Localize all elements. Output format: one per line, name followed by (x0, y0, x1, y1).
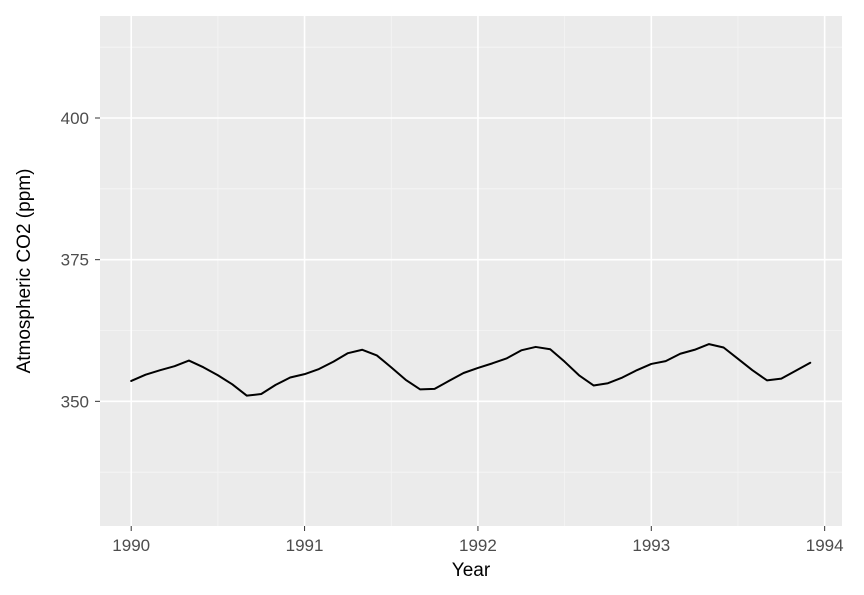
x-axis-ticks (131, 526, 824, 531)
x-tick-label: 1991 (286, 536, 324, 555)
y-tick-label: 400 (61, 109, 89, 128)
plot-panel (100, 16, 842, 526)
y-axis-title: Atmospheric CO2 (ppm) (14, 169, 35, 374)
chart-container: 1990 1991 1992 1993 1994 350 375 400 Year Atmo… (0, 0, 864, 595)
y-tick-label: 375 (61, 251, 89, 270)
x-tick-label: 1992 (459, 536, 497, 555)
x-tick-label: 1990 (112, 536, 150, 555)
y-tick-label: 350 (61, 392, 89, 411)
y-axis-tick-labels: 350 375 400 (61, 109, 89, 411)
y-axis-ticks (95, 118, 100, 401)
x-tick-label: 1994 (806, 536, 844, 555)
x-tick-label: 1993 (632, 536, 670, 555)
x-axis-title: Year (452, 560, 491, 581)
x-axis-tick-labels: 1990 1991 1992 1993 1994 (112, 536, 843, 555)
line-chart: 1990 1991 1992 1993 1994 350 375 400 Year Atmo… (0, 0, 864, 595)
